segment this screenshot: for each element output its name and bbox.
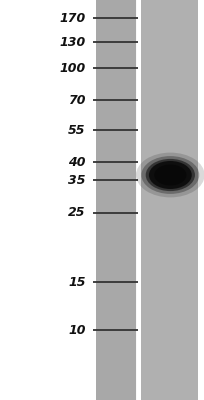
Text: 10: 10 [68,324,86,336]
Text: 100: 100 [59,62,86,74]
Text: 70: 70 [68,94,86,106]
Text: 130: 130 [59,36,86,48]
Text: 40: 40 [68,156,86,168]
Text: 35: 35 [68,174,86,186]
Text: 55: 55 [68,124,86,136]
Ellipse shape [141,156,199,194]
Bar [141,0,198,400]
Ellipse shape [149,161,192,189]
Bar [96,0,137,400]
Ellipse shape [146,159,195,191]
Text: 170: 170 [59,12,86,24]
Ellipse shape [136,152,204,198]
Text: 25: 25 [68,206,86,220]
Text: 15: 15 [68,276,86,288]
Ellipse shape [154,164,186,186]
